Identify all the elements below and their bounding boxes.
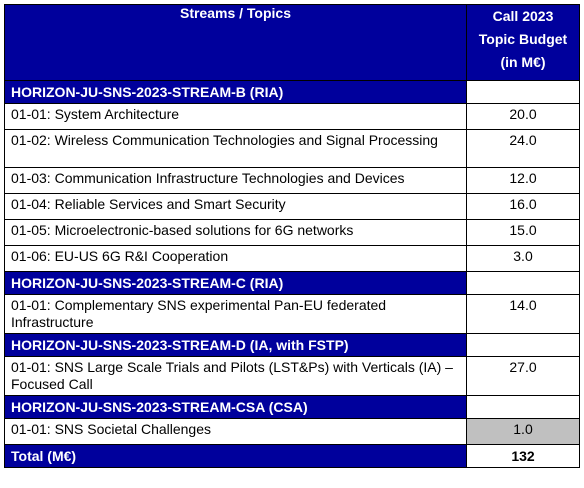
header-budget-line-3: (in M€) <box>500 54 546 70</box>
topic-label: 01-01: SNS Societal Challenges <box>4 418 467 445</box>
topic-row: 01-03: Communication Infrastructure Tech… <box>4 167 580 194</box>
header-budget-line-2: Topic Budget <box>478 31 568 47</box>
topic-budget: 1.0 <box>466 418 580 445</box>
total-value: 132 <box>466 444 580 468</box>
topic-row: 01-04: Reliable Services and Smart Secur… <box>4 193 580 220</box>
topic-row: 01-01: Complementary SNS experimental Pa… <box>4 294 580 334</box>
stream-budget-blank <box>466 271 580 295</box>
topic-budget: 15.0 <box>466 219 580 246</box>
topic-label: 01-05: Microelectronic-based solutions f… <box>4 219 467 246</box>
topic-label: 01-01: SNS Large Scale Trials and Pilots… <box>4 356 467 396</box>
topic-label: 01-03: Communication Infrastructure Tech… <box>4 167 467 194</box>
header-streams-topics: Streams / Topics <box>4 4 467 81</box>
topic-row: 01-01: System Architecture 20.0 <box>4 103 580 130</box>
topic-row: 01-06: EU-US 6G R&I Cooperation 3.0 <box>4 245 580 272</box>
topic-row: 01-01: SNS Large Scale Trials and Pilots… <box>4 356 580 396</box>
header-row: Streams / Topics Call 2023 Topic Budget … <box>4 4 580 81</box>
header-topic-budget: Call 2023 Topic Budget (in M€) <box>466 4 580 81</box>
topic-label: 01-02: Wireless Communication Technologi… <box>4 129 467 168</box>
topic-label: 01-01: System Architecture <box>4 103 467 130</box>
stream-row: HORIZON-JU-SNS-2023-STREAM-B (RIA) <box>4 80 580 104</box>
header-budget-line-1: Call 2023 <box>492 8 554 24</box>
topic-row: 01-01: SNS Societal Challenges 1.0 <box>4 418 580 445</box>
topic-budget: 12.0 <box>466 167 580 194</box>
stream-budget-blank <box>466 80 580 104</box>
topic-row: 01-02: Wireless Communication Technologi… <box>4 129 580 168</box>
stream-budget-blank <box>466 395 580 419</box>
stream-budget-blank <box>466 333 580 357</box>
topic-budget: 3.0 <box>466 245 580 272</box>
stream-title: HORIZON-JU-SNS-2023-STREAM-B (RIA) <box>4 80 467 104</box>
stream-row: HORIZON-JU-SNS-2023-STREAM-CSA (CSA) <box>4 395 580 419</box>
total-row: Total (M€) 132 <box>4 444 580 468</box>
topic-row: 01-05: Microelectronic-based solutions f… <box>4 219 580 246</box>
stream-title: HORIZON-JU-SNS-2023-STREAM-D (IA, with F… <box>4 333 467 357</box>
stream-title: HORIZON-JU-SNS-2023-STREAM-CSA (CSA) <box>4 395 467 419</box>
topic-budget: 14.0 <box>466 294 580 334</box>
stream-row: HORIZON-JU-SNS-2023-STREAM-C (RIA) <box>4 271 580 295</box>
budget-table: Streams / Topics Call 2023 Topic Budget … <box>4 4 580 468</box>
topic-budget: 20.0 <box>466 103 580 130</box>
topic-label: 01-06: EU-US 6G R&I Cooperation <box>4 245 467 272</box>
topic-budget: 27.0 <box>466 356 580 396</box>
stream-title: HORIZON-JU-SNS-2023-STREAM-C (RIA) <box>4 271 467 295</box>
topic-budget: 24.0 <box>466 129 580 168</box>
topic-budget: 16.0 <box>466 193 580 220</box>
topic-label: 01-01: Complementary SNS experimental Pa… <box>4 294 467 334</box>
stream-row: HORIZON-JU-SNS-2023-STREAM-D (IA, with F… <box>4 333 580 357</box>
topic-label: 01-04: Reliable Services and Smart Secur… <box>4 193 467 220</box>
total-label: Total (M€) <box>4 444 467 468</box>
